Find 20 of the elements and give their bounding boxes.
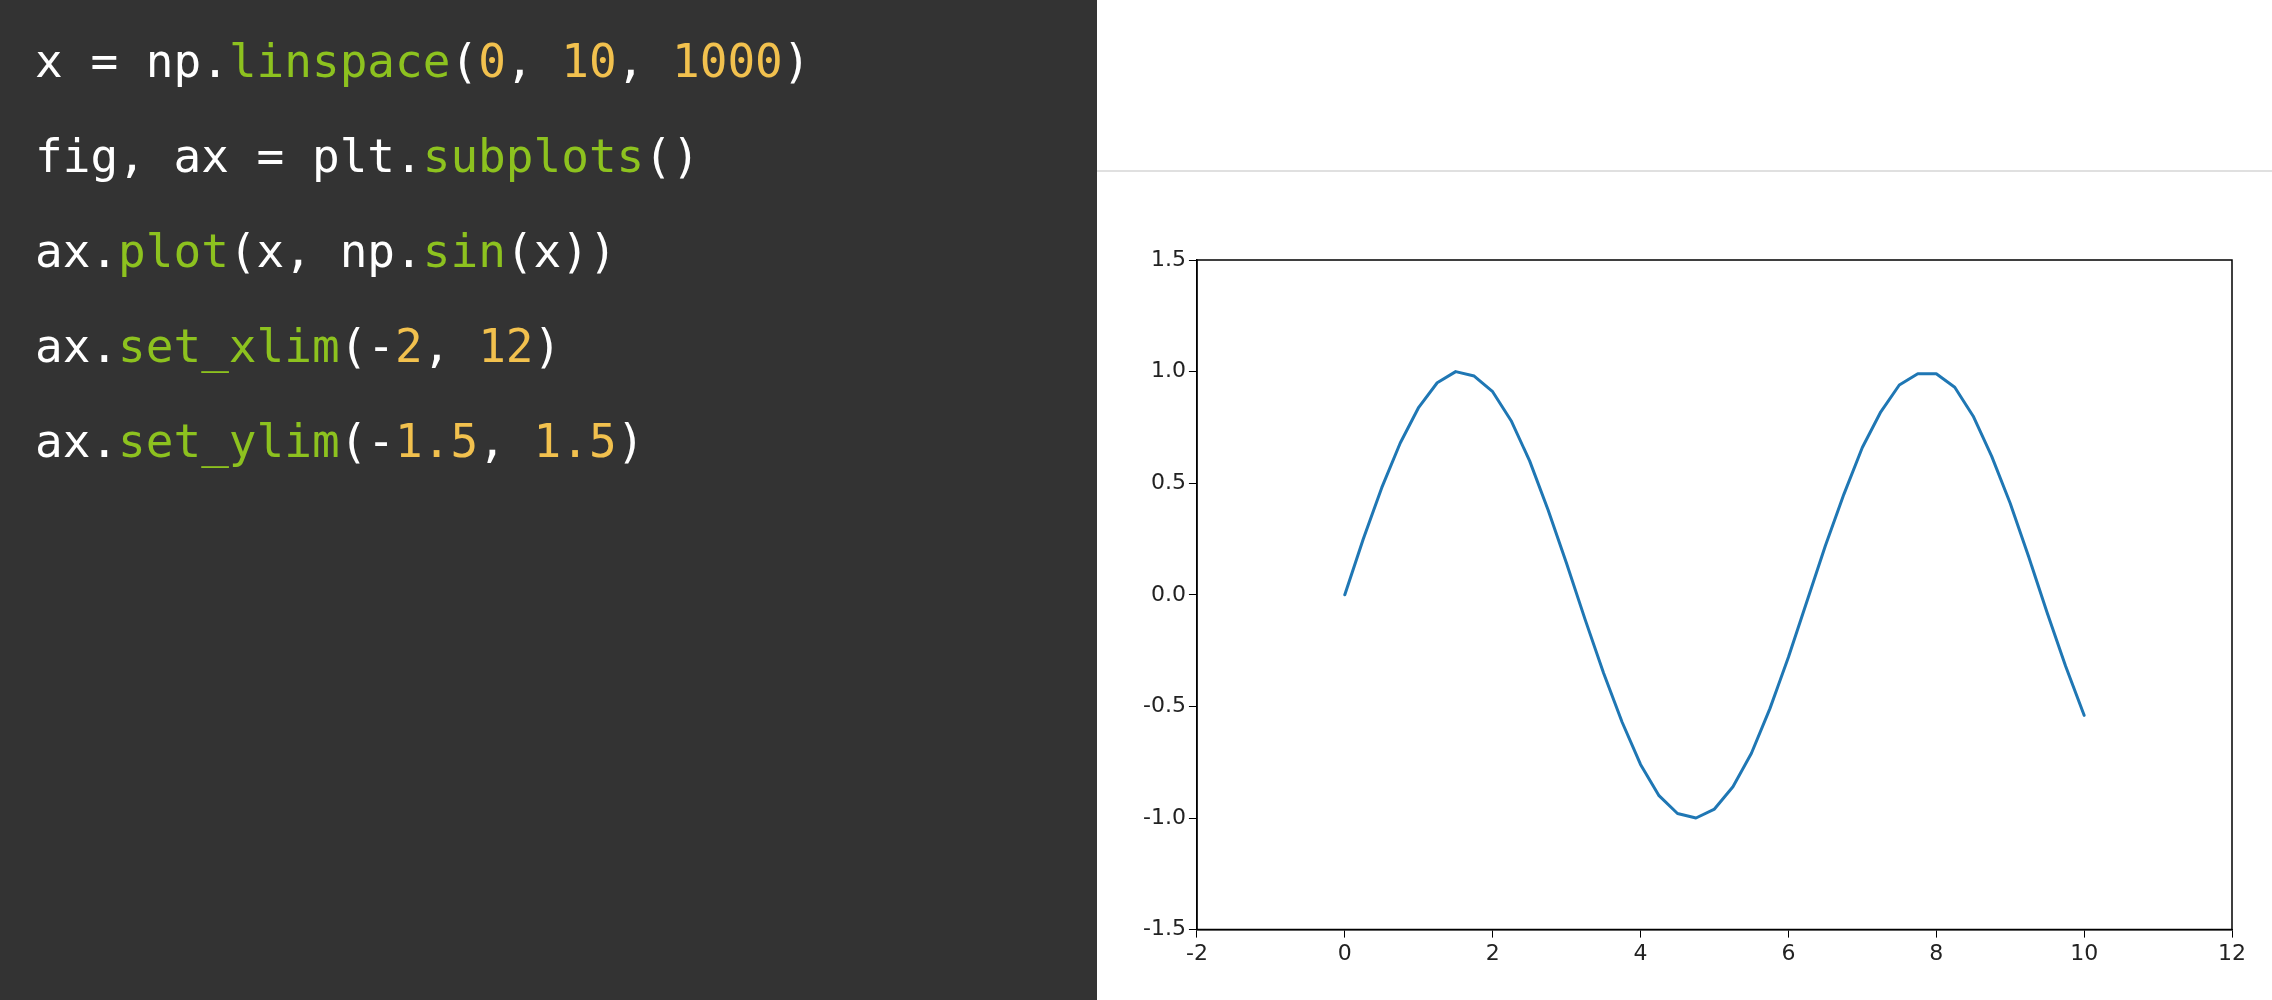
y-tick-label: 0.0 (1150, 580, 1186, 606)
text: ax.set_xlim(-2, 12) (35, 319, 562, 373)
x-tick-label: 6 (1781, 939, 1796, 965)
text: ax.plot(x, np.sin(x)) (35, 224, 617, 278)
x-tick-label: 8 (1929, 939, 1944, 965)
text: x = np.linspace(0, 10, 1000) (35, 34, 811, 88)
x-tick-label: -2 (1185, 939, 1208, 965)
y-tick-label: 0.5 (1150, 468, 1186, 494)
y-tick-label: -1.0 (1142, 803, 1186, 829)
y-tick-label: -1.5 (1142, 915, 1186, 941)
x-tick-label: 10 (2070, 939, 2099, 965)
text: ax.set_ylim(-1.5, 1.5) (35, 414, 645, 468)
x-tick-label: 12 (2218, 939, 2246, 965)
y-tick-label: 1.5 (1150, 245, 1186, 271)
x-tick-label: 4 (1633, 939, 1648, 965)
y-tick-label: 1.0 (1150, 357, 1186, 383)
y-tick-label: -0.5 (1142, 692, 1186, 718)
x-tick-label: 0 (1337, 939, 1352, 965)
x-tick-label: 2 (1485, 939, 1500, 965)
text: fig, ax = plt.subplots() (35, 129, 700, 183)
